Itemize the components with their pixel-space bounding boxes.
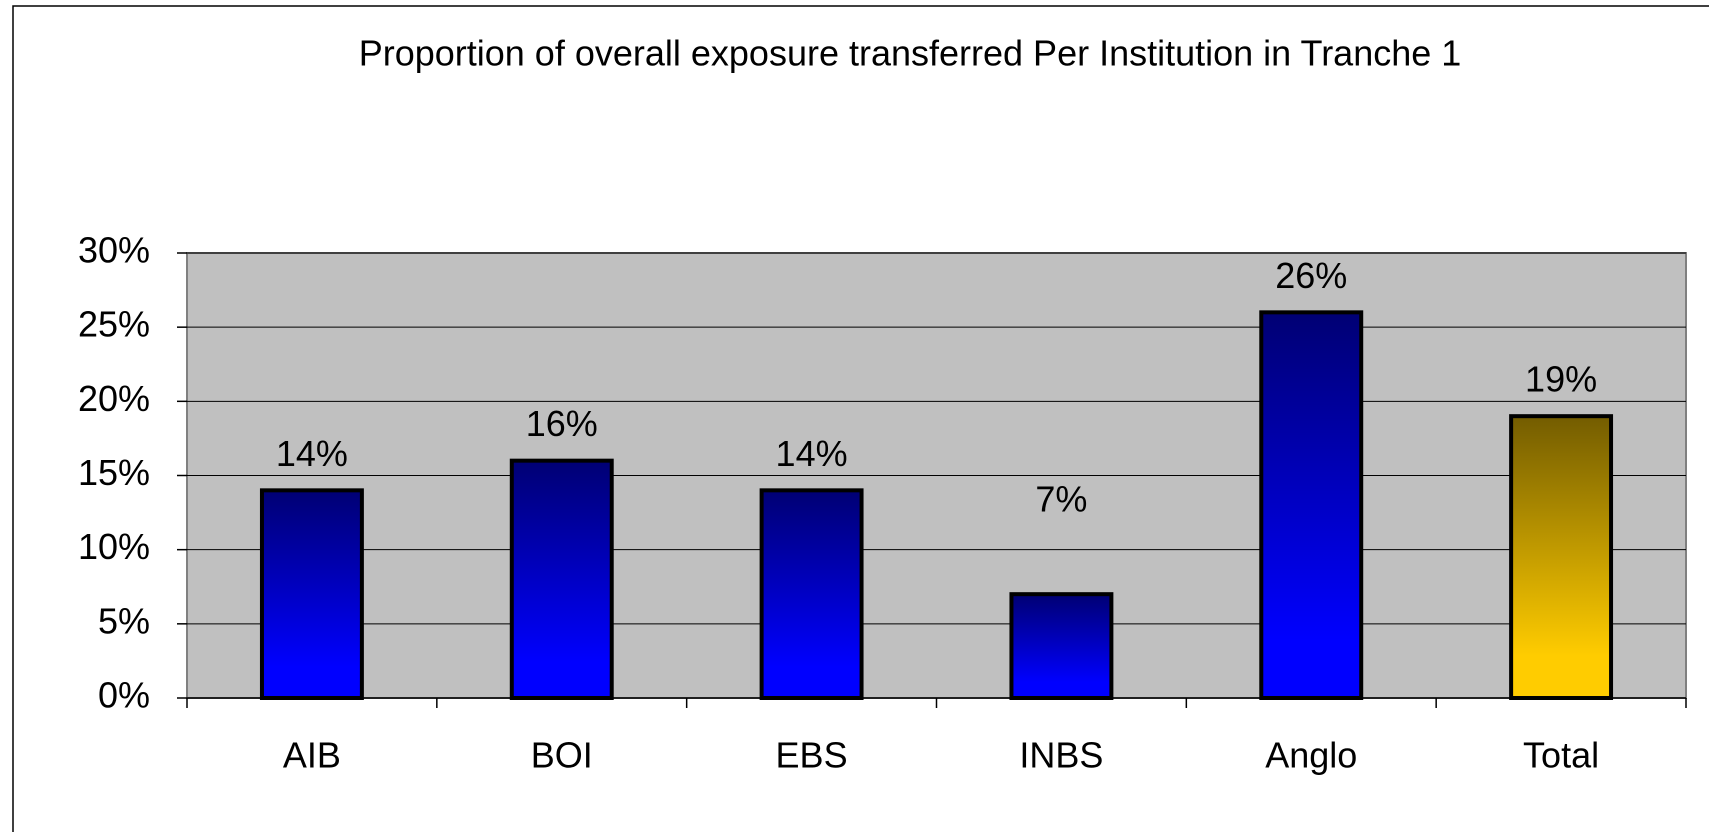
x-tick-label: BOI <box>531 735 593 776</box>
y-tick-label: 30% <box>78 230 150 271</box>
y-tick-label: 5% <box>98 600 150 641</box>
data-label: 26% <box>1275 255 1347 296</box>
x-tick-label: Total <box>1523 735 1599 776</box>
y-tick-label: 25% <box>78 304 150 345</box>
bar <box>759 488 864 701</box>
data-label: 16% <box>526 403 598 444</box>
x-tick-label: Anglo <box>1265 735 1357 776</box>
bar <box>1509 414 1614 700</box>
bar <box>1009 592 1114 701</box>
bar <box>259 488 364 701</box>
bar <box>509 458 614 700</box>
x-tick-label: AIB <box>283 735 341 776</box>
y-tick-label: 20% <box>78 378 150 419</box>
data-label: 7% <box>1035 479 1087 520</box>
y-tick-label: 0% <box>98 675 150 716</box>
y-tick-label: 15% <box>78 452 150 493</box>
data-label: 14% <box>276 433 348 474</box>
y-tick-label: 10% <box>78 526 150 567</box>
data-label: 19% <box>1525 359 1597 400</box>
x-tick-label: INBS <box>1019 735 1103 776</box>
chart-title: Proportion of overall exposure transferr… <box>359 33 1462 74</box>
data-label: 14% <box>776 433 848 474</box>
bar <box>1259 310 1364 700</box>
x-tick-label: EBS <box>776 735 848 776</box>
